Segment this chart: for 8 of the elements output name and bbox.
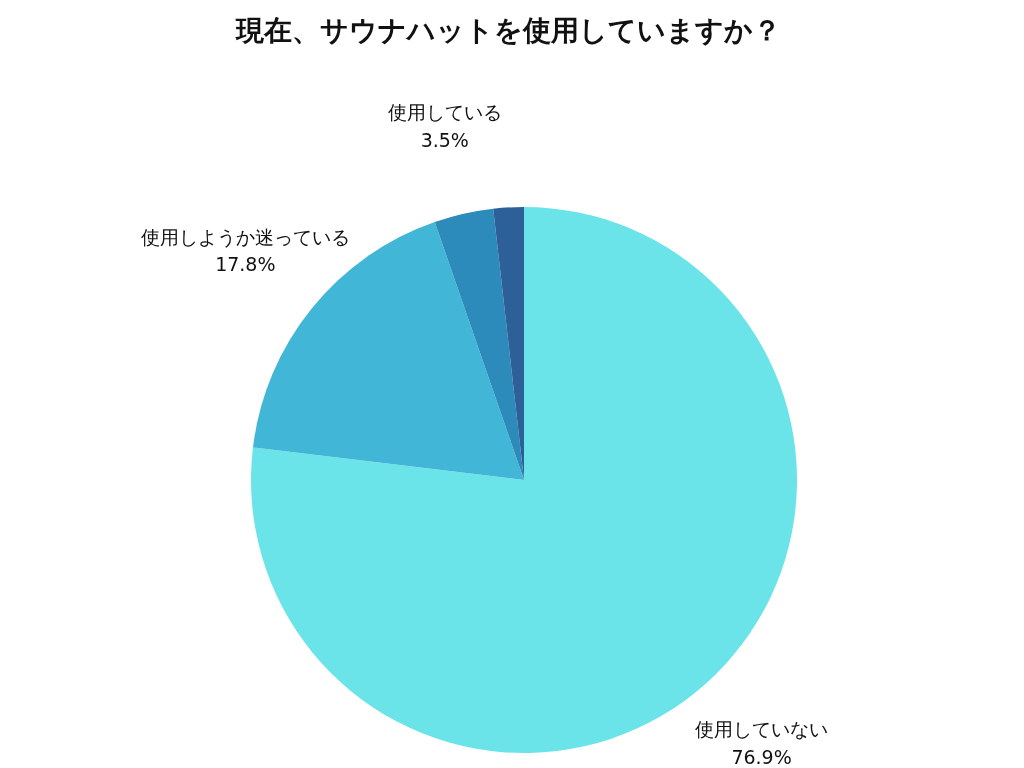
- slice-label: 使用しようか迷っている: [140, 225, 350, 248]
- data-label: 76.9%: [731, 745, 792, 768]
- data-label: 3.5%: [420, 129, 469, 152]
- pie-slice: [434, 208, 524, 480]
- chart-title: 現在、サウナハットを使用していますか？: [234, 13, 782, 49]
- slice-label: 使用していない: [695, 718, 829, 741]
- data-label: 17.8%: [215, 253, 276, 276]
- slice-label: 使用している: [387, 101, 502, 124]
